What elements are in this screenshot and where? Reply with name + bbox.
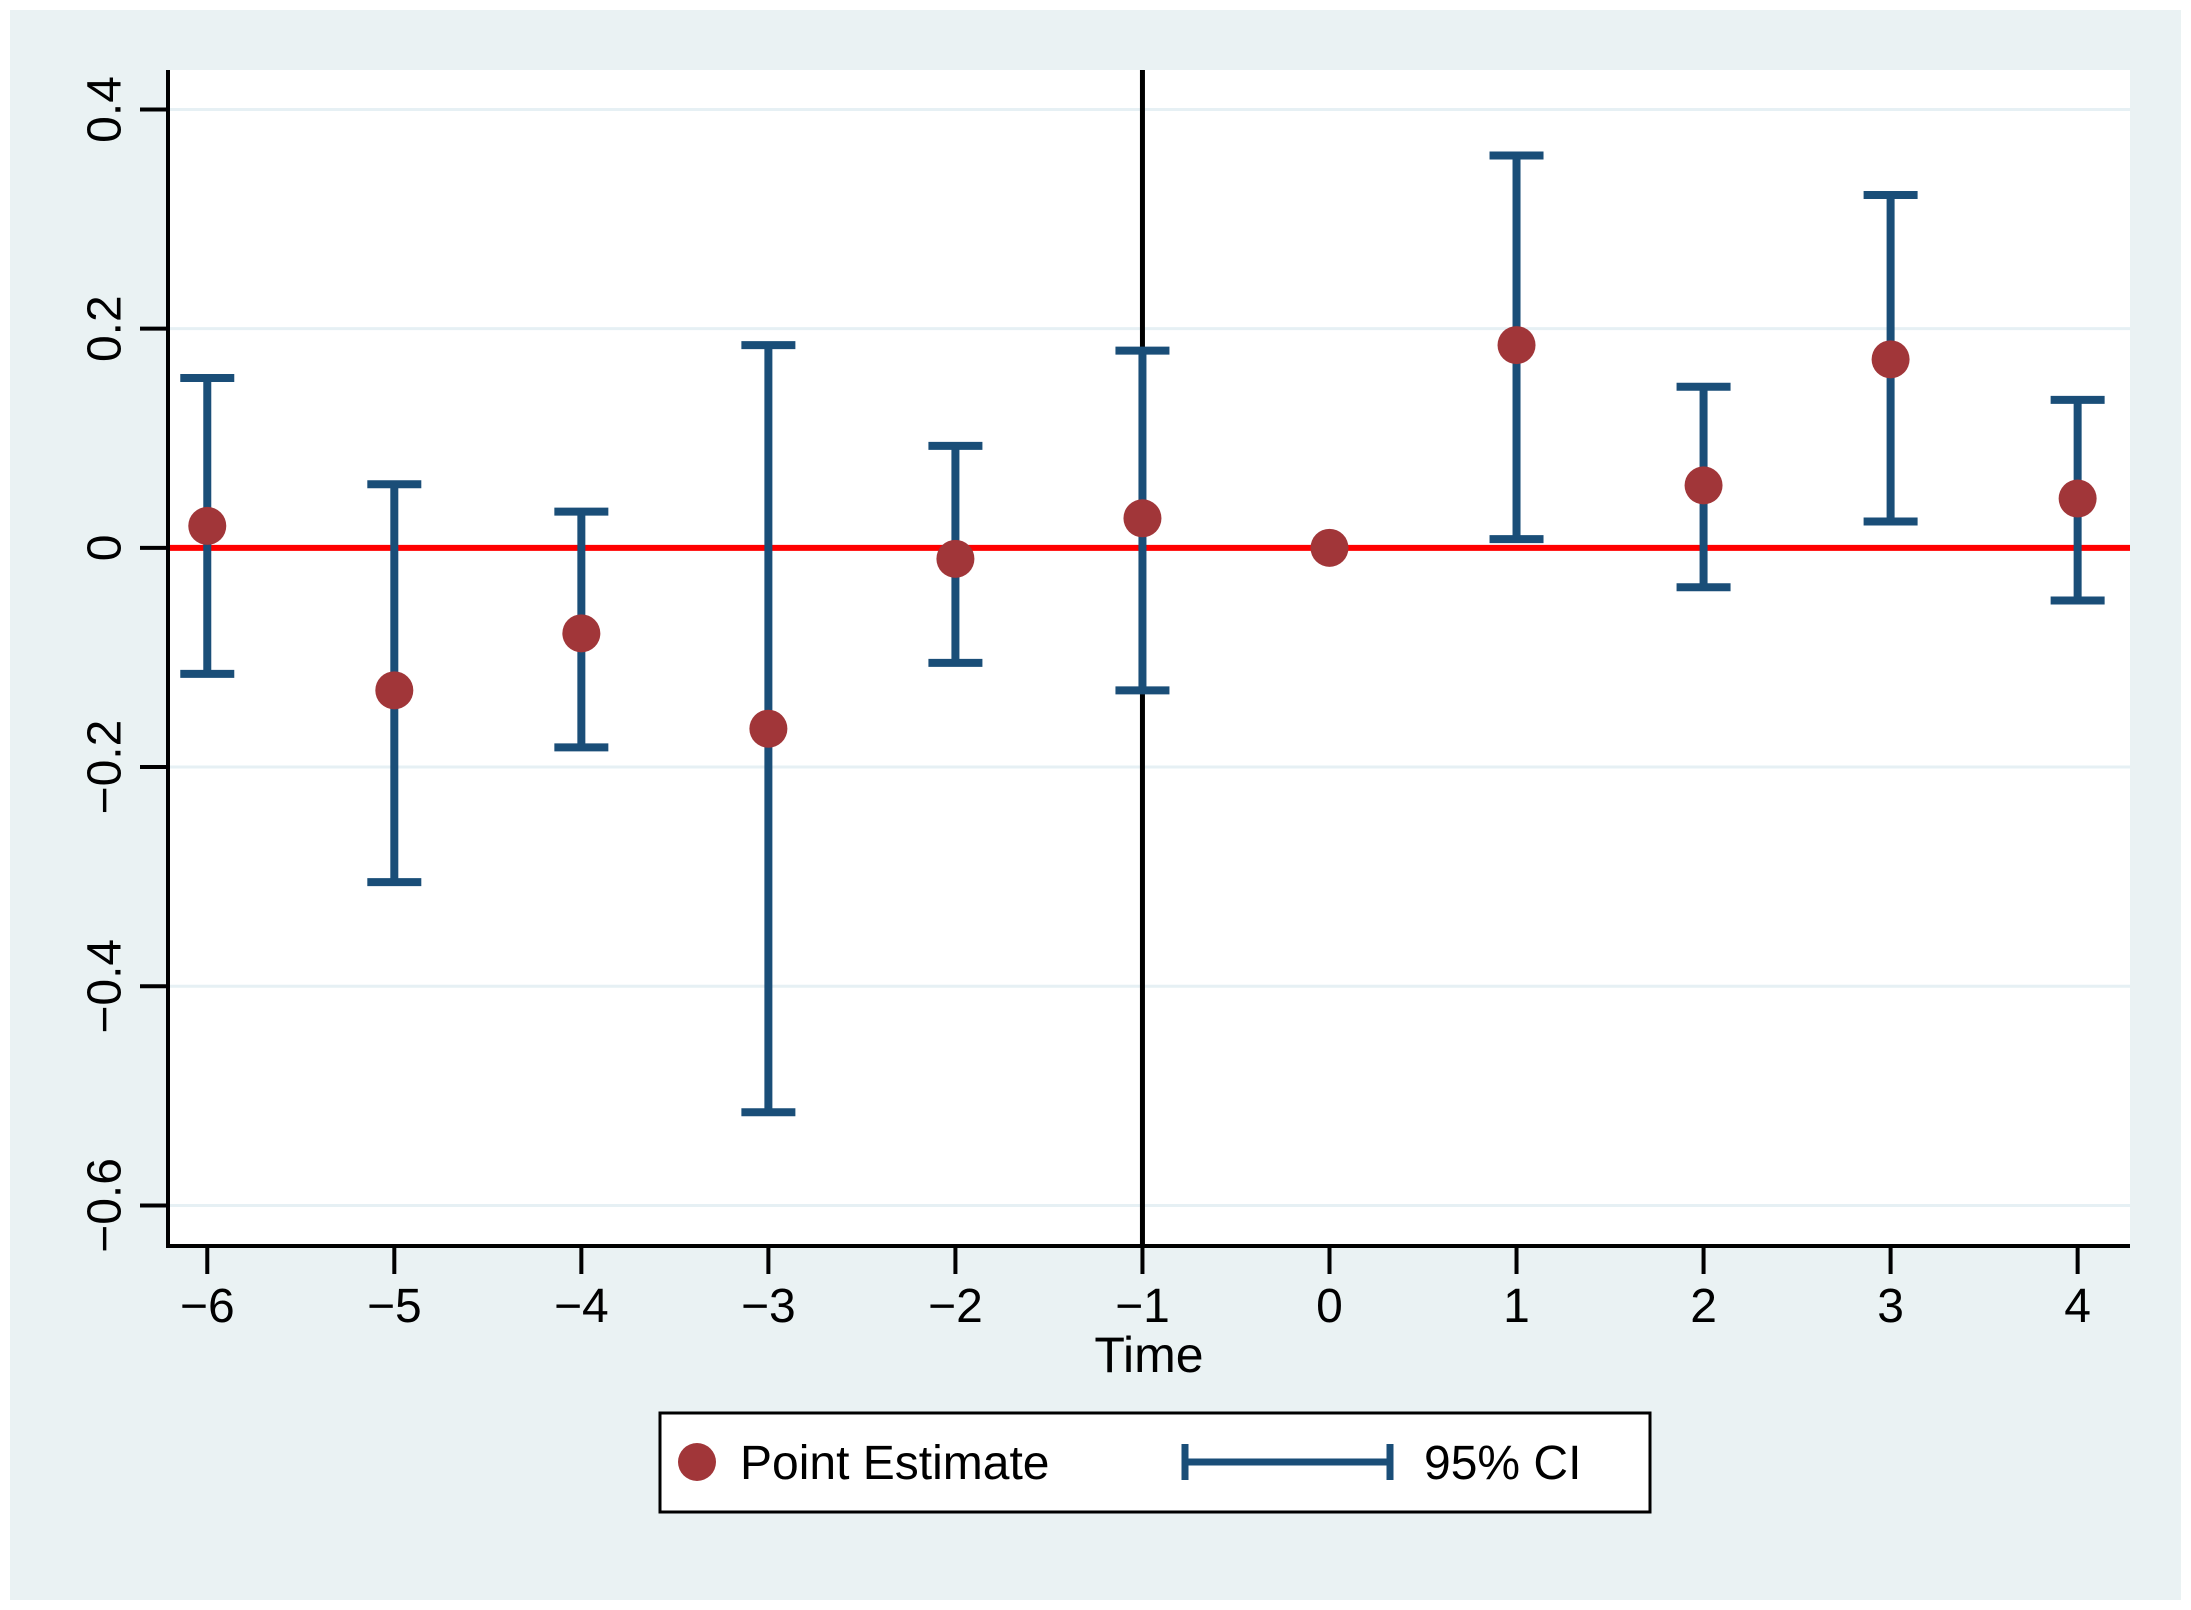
legend-ci-label: 95% CI [1424,1437,1581,1490]
y-tick-label: −0.4 [79,939,132,1034]
y-tick-label: −0.2 [79,720,132,815]
legend-point-swatch [678,1443,716,1481]
x-tick-label: −4 [554,1280,609,1333]
x-tick-label: 4 [2064,1280,2091,1333]
y-tick-label: 0.4 [79,76,132,143]
x-tick-label: −2 [928,1280,983,1333]
point-marker [2058,479,2097,518]
x-axis-title: Time [1094,1327,1203,1383]
point-marker [375,671,414,710]
point-marker [188,506,227,545]
point-marker [1871,340,1910,379]
point-marker [1310,528,1349,567]
x-tick-label: −3 [741,1280,796,1333]
x-tick-label: −6 [180,1280,235,1333]
x-tick-label: 3 [1877,1280,1904,1333]
x-tick-label: −1 [1115,1280,1170,1333]
y-tick-label: −0.6 [79,1158,132,1253]
y-tick-label: 0 [79,535,132,562]
x-tick-label: 2 [1690,1280,1717,1333]
plot-area [168,70,2130,1246]
legend-point-label: Point Estimate [740,1437,1049,1490]
y-tick-label: 0.2 [79,295,132,362]
point-marker [1497,326,1536,365]
x-tick-label: −5 [367,1280,422,1333]
x-tick-label: 0 [1316,1280,1343,1333]
x-tick-label: 1 [1503,1280,1530,1333]
legend-box [658,1411,1652,1514]
point-marker [1684,466,1723,505]
point-marker [749,709,788,748]
point-marker [936,539,975,578]
point-marker [562,614,601,653]
point-marker [1123,499,1162,538]
